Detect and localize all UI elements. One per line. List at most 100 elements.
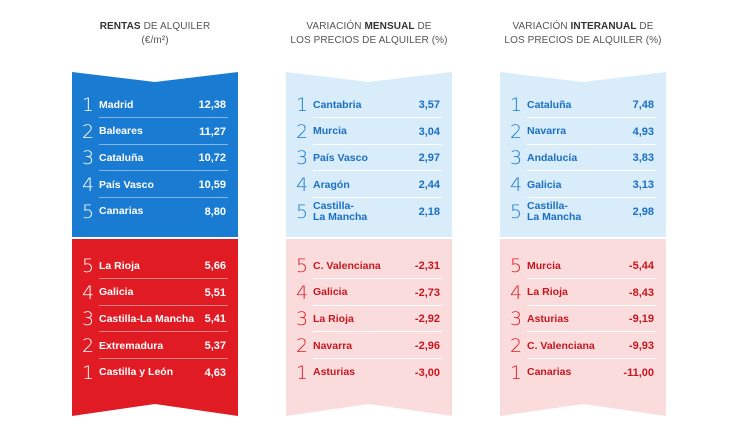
ranking-row: 3 La Rioja -2,92 bbox=[296, 306, 442, 332]
region-name: Castilla-La Mancha bbox=[99, 312, 195, 325]
region-name: Castilla y León bbox=[99, 366, 174, 379]
row-divider bbox=[527, 197, 656, 199]
region-name: Canarias bbox=[99, 205, 144, 218]
region-value: 2,98 bbox=[632, 205, 654, 218]
ranking-row: 4 País Vasco 10,59 bbox=[82, 172, 228, 199]
region-name: Murcia bbox=[313, 125, 347, 138]
heading-bold: RENTAS bbox=[99, 21, 141, 32]
ranking-row: 4 La Rioja -8,43 bbox=[510, 280, 656, 306]
row-divider bbox=[313, 143, 442, 145]
ranking-row: 1 Cataluña 7,48 bbox=[510, 92, 656, 118]
rank-number: 2 bbox=[82, 335, 95, 358]
ranking-row: 4 Galicia 3,13 bbox=[510, 172, 656, 199]
row-divider bbox=[527, 331, 656, 332]
region-value: 4,93 bbox=[632, 125, 654, 138]
rank-number: 2 bbox=[510, 335, 523, 358]
region-name: País Vasco bbox=[313, 151, 368, 164]
rank-number: 5 bbox=[510, 255, 523, 277]
region-value: 10,72 bbox=[198, 152, 226, 165]
region-name: Galicia bbox=[313, 286, 348, 299]
ranking-row: 1 Castilla y León 4,63 bbox=[82, 360, 228, 386]
region-value: 3,04 bbox=[418, 125, 440, 138]
rank-number: 5 bbox=[296, 255, 309, 277]
row-divider bbox=[527, 143, 656, 145]
region-value: 3,13 bbox=[632, 179, 654, 192]
row-divider bbox=[313, 170, 442, 172]
ranking-row: 3 País Vasco 2,97 bbox=[296, 145, 442, 172]
ranking-row: 2 Navarra -2,96 bbox=[296, 333, 442, 359]
heading-pre: VARIACIÓN bbox=[512, 21, 571, 32]
ranking-row: 3 Castilla-La Mancha 5,41 bbox=[82, 306, 228, 332]
bottom-ranking-panel: 5 Murcia -5,44 4 La Rioja -8,43 3 Asturias -9,19… bbox=[500, 239, 666, 416]
row-divider bbox=[99, 197, 228, 199]
region-name: Castilla- La Mancha bbox=[313, 199, 368, 223]
region-name: C. Valenciana bbox=[527, 339, 595, 352]
region-value: 8,80 bbox=[204, 205, 226, 218]
row-divider bbox=[99, 117, 228, 118]
heading-bold: INTERANUAL bbox=[570, 21, 637, 32]
ranking-row: 5 C. Valenciana -2,31 bbox=[296, 253, 442, 279]
rank-number: 1 bbox=[296, 361, 309, 384]
column-heading: VARIACIÓN INTERANUAL DE LOS PRECIOS DE A… bbox=[500, 20, 666, 48]
ranking-row: 5 Canarias 8,80 bbox=[82, 199, 228, 225]
region-name: La Rioja bbox=[527, 286, 568, 299]
region-name: Galicia bbox=[527, 178, 562, 191]
rank-number: 1 bbox=[296, 94, 309, 116]
rank-number: 1 bbox=[510, 94, 523, 116]
bottom-ranking-panel: 5 La Rioja 5,66 4 Galicia 5,51 3 Castilla-La Ma… bbox=[72, 239, 238, 416]
row-divider bbox=[313, 278, 442, 279]
region-value: 5,41 bbox=[204, 313, 226, 326]
row-divider bbox=[527, 117, 656, 118]
rank-number: 3 bbox=[82, 147, 95, 170]
region-value: 4,63 bbox=[204, 366, 226, 379]
heading-rest: DE bbox=[414, 21, 432, 32]
row-divider bbox=[99, 358, 228, 359]
row-divider bbox=[313, 358, 442, 359]
ranking-row: 5 Castilla- La Mancha 2,18 bbox=[296, 199, 442, 225]
rank-number: 5 bbox=[296, 200, 309, 223]
column-heading: RENTAS DE ALQUILER (€/m²) bbox=[72, 20, 238, 48]
region-name: Baleares bbox=[99, 125, 143, 138]
rank-number: 4 bbox=[510, 174, 523, 197]
row-divider bbox=[313, 331, 442, 332]
rank-number: 2 bbox=[296, 120, 309, 143]
region-name: Asturias bbox=[527, 312, 570, 325]
rank-number: 4 bbox=[296, 281, 309, 304]
ranking-row: 3 Asturias -9,19 bbox=[510, 306, 656, 332]
rank-number: 3 bbox=[510, 308, 523, 331]
region-name: Aragón bbox=[313, 178, 350, 191]
ranking-row: 3 Cataluña 10,72 bbox=[82, 145, 228, 172]
row-divider bbox=[313, 197, 442, 199]
rank-number: 3 bbox=[82, 308, 95, 331]
region-name: La Rioja bbox=[99, 259, 140, 272]
region-name: Cantabria bbox=[313, 98, 362, 111]
region-name: Extremadura bbox=[99, 339, 164, 352]
region-value: -2,73 bbox=[414, 286, 440, 299]
row-divider bbox=[527, 358, 656, 359]
region-name: La Rioja bbox=[313, 312, 354, 325]
region-value: -2,96 bbox=[414, 340, 440, 353]
region-value: -11,00 bbox=[623, 366, 654, 379]
region-value: 5,37 bbox=[204, 340, 226, 353]
region-value: 12,38 bbox=[198, 99, 226, 111]
row-divider bbox=[99, 278, 228, 279]
region-value: 3,83 bbox=[632, 152, 654, 165]
region-value: 5,66 bbox=[204, 260, 226, 272]
region-name: Castilla- La Mancha bbox=[527, 199, 582, 223]
rank-number: 1 bbox=[82, 94, 95, 116]
region-name: Navarra bbox=[313, 339, 353, 352]
rank-number: 3 bbox=[296, 147, 309, 170]
ranking-row: 4 Aragón 2,44 bbox=[296, 172, 442, 199]
ranking-row: 5 La Rioja 5,66 bbox=[82, 253, 228, 279]
row-divider bbox=[527, 170, 656, 172]
row-divider bbox=[527, 278, 656, 279]
ranking-row: 3 Andalucía 3,83 bbox=[510, 145, 656, 172]
ranking-row: 5 Murcia -5,44 bbox=[510, 253, 656, 279]
heading-bold: MENSUAL bbox=[364, 21, 415, 32]
ranking-row: 2 Extremadura 5,37 bbox=[82, 333, 228, 359]
region-value: -8,43 bbox=[628, 286, 654, 299]
region-value: 5,51 bbox=[204, 286, 226, 299]
row-divider bbox=[313, 117, 442, 118]
rank-number: 2 bbox=[296, 335, 309, 358]
region-value: -9,93 bbox=[628, 340, 654, 353]
